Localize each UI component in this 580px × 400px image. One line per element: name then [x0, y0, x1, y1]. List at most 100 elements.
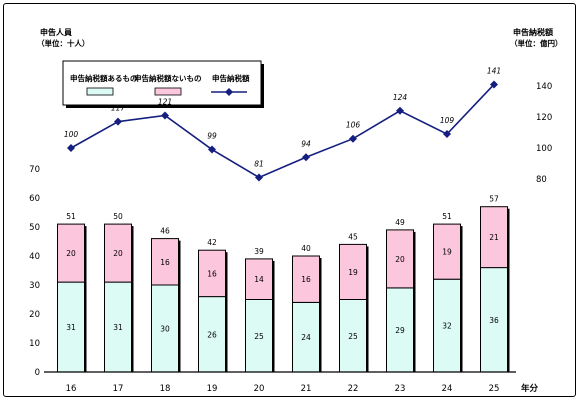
x-tick-label: 21 [301, 384, 312, 394]
bar-value-with-tax: 29 [395, 326, 405, 335]
legend-swatch-with-tax [86, 87, 114, 96]
bar-segment-with-tax [339, 299, 367, 373]
bar-total-label: 57 [489, 195, 499, 204]
bar-value-with-tax: 25 [348, 332, 358, 341]
tax-amount-label: 81 [254, 159, 264, 168]
right-axis-tick-label: 80 [536, 175, 547, 185]
x-tick-label: 16 [66, 384, 77, 394]
left-axis-unit: （単位：十人） [37, 38, 90, 48]
tax-amount-label: 109 [440, 116, 455, 125]
bar-shadow [366, 246, 369, 372]
tax-amount-point [255, 173, 263, 182]
bar-shadow [413, 231, 416, 372]
axes: 16 17 18 19 20 21 22 23 24 25 0 10 20 30 40 50 60 70 80 100… [29, 82, 552, 394]
legend-label-with-tax: 申告納税額あるもの [70, 73, 138, 83]
tax-amount-point [302, 153, 310, 162]
left-axis-tick-label: 60 [29, 194, 40, 204]
tax-amount-point [67, 144, 75, 152]
left-axis-tick-label: 10 [29, 339, 40, 349]
bar-shadow [178, 240, 181, 372]
tax-amount-point [490, 80, 498, 89]
x-tick-label: 17 [113, 384, 124, 394]
legend-box-shadow [261, 64, 264, 108]
tax-amount-point [161, 111, 169, 120]
bar-value-with-tax: 32 [442, 322, 452, 331]
bar-segment-with-tax [198, 296, 226, 373]
bar-segment-without-tax [433, 223, 461, 280]
bar-total-label: 42 [207, 238, 217, 247]
tax-amount-point [349, 134, 357, 143]
bar-value-without-tax: 16 [160, 258, 170, 267]
bar-value-with-tax: 24 [301, 333, 311, 342]
x-unit-label: 年分 [521, 383, 539, 394]
bar-value-without-tax: 16 [301, 275, 311, 284]
right-axis-unit: （単位：億円） [510, 38, 563, 48]
bar-shadow [225, 252, 228, 372]
bar-total-label: 51 [442, 212, 452, 221]
right-axis-tick-label: 100 [536, 144, 552, 154]
bar-segment-with-tax [292, 301, 320, 373]
bar-segment-without-tax [339, 243, 367, 300]
x-tick-label: 22 [348, 384, 359, 394]
axis-titles: 申告人員 （単位：十人） 申告納税額 （単位：億円） 年分 [37, 27, 563, 394]
tax-amount-point [396, 106, 404, 115]
x-tick-label: 20 [254, 384, 265, 394]
tax-amount-label: 117 [111, 104, 126, 113]
tax-amount-label: 94 [301, 139, 311, 148]
bar-value-with-tax: 31 [113, 323, 123, 332]
bar-total-label: 46 [160, 227, 170, 236]
chart-frame: 申告人員 （単位：十人） 申告納税額 （単位：億円） 年分 申告納税額あるもの申… [3, 3, 576, 397]
left-axis-tick-label: 20 [29, 310, 40, 320]
bar-segment-without-tax [480, 206, 508, 269]
tax-amount-label: 100 [64, 130, 79, 139]
legend-box-shadow-bottom [66, 105, 264, 108]
tax-amount-label: 121 [158, 97, 172, 106]
bar-total-label: 39 [254, 247, 264, 256]
bar-value-without-tax: 20 [113, 249, 123, 258]
bar-total-label: 45 [348, 232, 358, 241]
bar-value-without-tax: 19 [348, 268, 358, 277]
left-axis-tick-label: 0 [35, 368, 40, 378]
bar-value-without-tax: 21 [489, 233, 499, 242]
bar-segment-with-tax [433, 278, 461, 373]
bar-value-with-tax: 30 [160, 325, 170, 334]
legend-marker-tax-amount [225, 88, 233, 96]
x-tick-label: 19 [207, 384, 218, 394]
left-axis-tick-label: 40 [29, 252, 40, 262]
left-axis-title: 申告人員 [40, 27, 72, 37]
tax-amount-point [443, 130, 451, 139]
bar-value-without-tax: 20 [66, 249, 76, 258]
right-axis-title: 申告納税額 [513, 27, 553, 37]
tax-amount-point [208, 145, 216, 154]
bar-value-with-tax: 26 [207, 330, 217, 339]
bar-shadow [84, 226, 87, 372]
left-axis-tick-label: 30 [29, 281, 40, 291]
bar-shadow [507, 208, 510, 372]
legend-label-without-tax: 申告納税額ないもの [134, 73, 202, 83]
x-tick-label: 23 [395, 384, 406, 394]
bar-shadow [460, 226, 463, 372]
bar-total-label: 49 [395, 218, 405, 227]
bar-shadow [272, 260, 275, 372]
bar-value-without-tax: 16 [207, 269, 217, 278]
bar-value-with-tax: 36 [489, 316, 499, 325]
tax-amount-label: 124 [393, 93, 408, 102]
tax-amount-point [114, 117, 122, 126]
bar-value-without-tax: 14 [254, 275, 264, 284]
bar-value-without-tax: 19 [442, 248, 452, 257]
tax-amount-label: 106 [346, 121, 361, 130]
x-tick-label: 25 [489, 384, 500, 394]
left-axis-tick-label: 70 [29, 165, 40, 175]
bar-total-label: 50 [113, 212, 123, 221]
legend-label-tax-amount: 申告納税額 [212, 73, 250, 83]
bar-shadow [131, 226, 134, 372]
legend-swatch-without-tax [154, 87, 182, 96]
bar-shadow [319, 258, 322, 372]
tax-amount-label: 99 [207, 132, 217, 141]
bar-value-without-tax: 20 [395, 255, 405, 264]
left-axis-tick-label: 50 [29, 223, 40, 233]
right-axis-tick-label: 120 [536, 113, 552, 123]
x-tick-label: 24 [442, 384, 453, 394]
tax-amount-line [70, 83, 495, 179]
